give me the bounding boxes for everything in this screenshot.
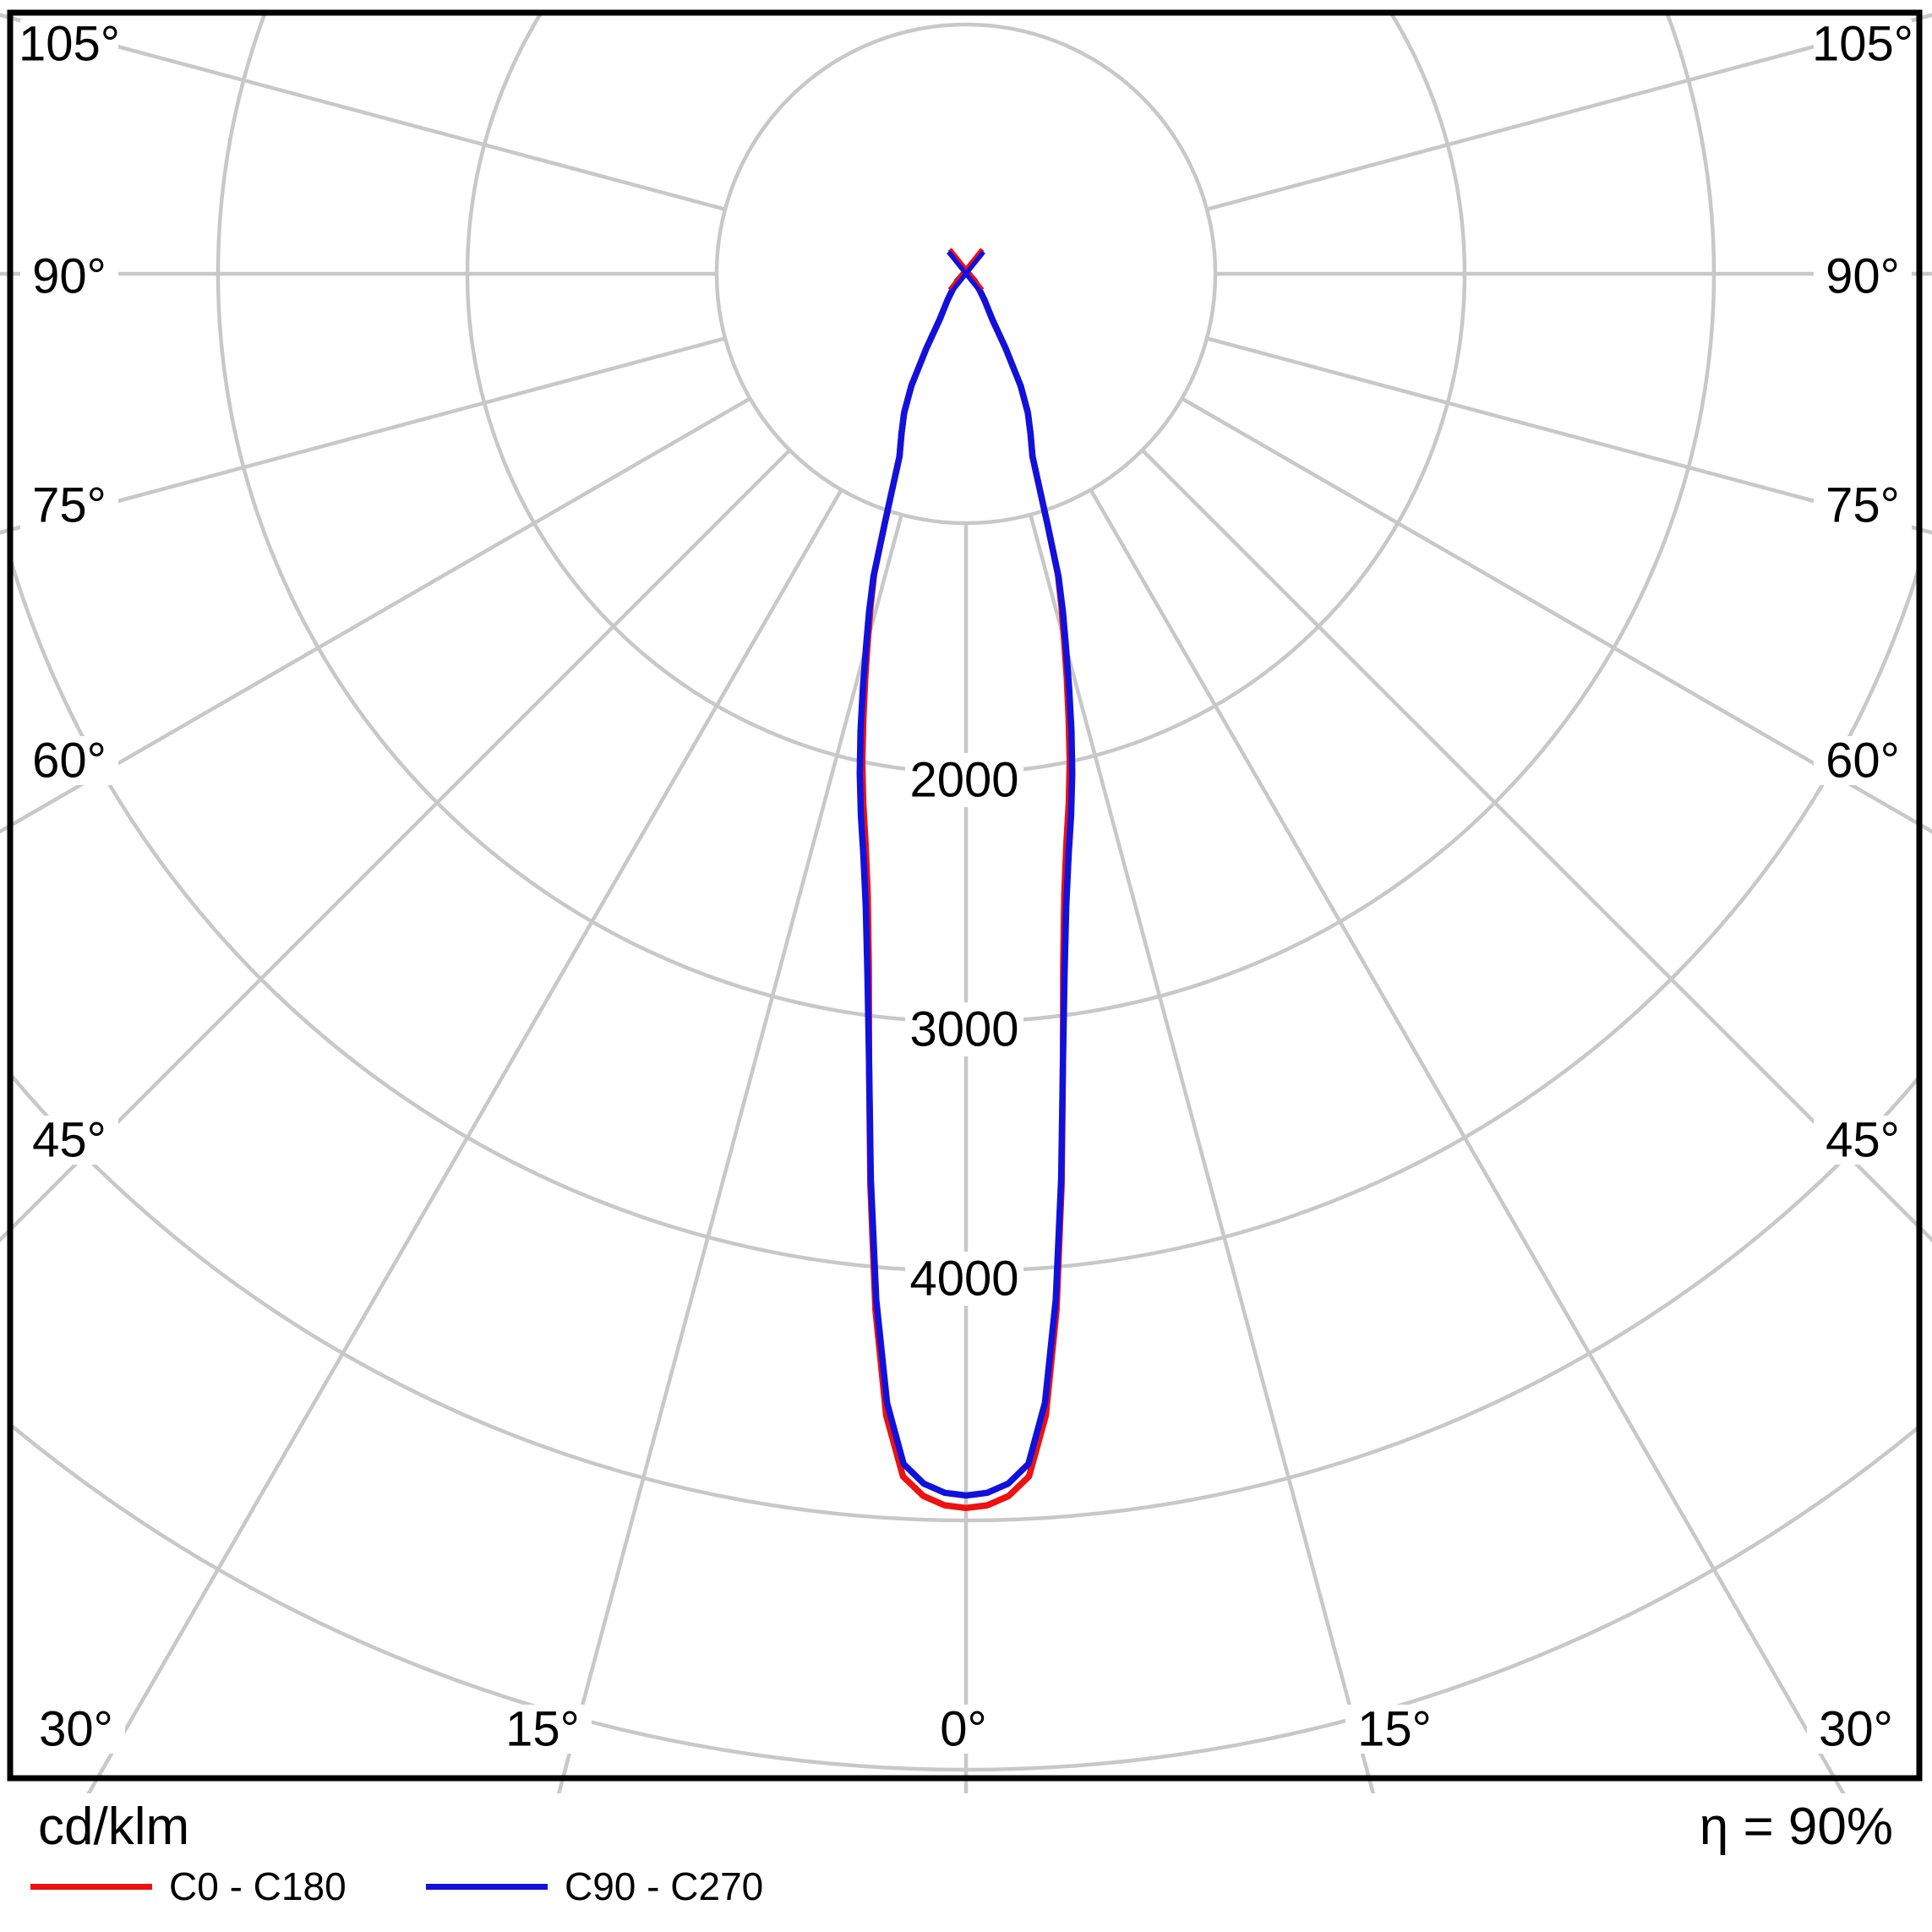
grid-ray-60-left: [0, 396, 751, 834]
grid-ray-75-right: [1206, 336, 1932, 535]
grid-ray-60-right: [1181, 396, 1932, 834]
angle-label-bottom-3-mask: [1345, 1705, 1444, 1754]
angle-label-right-90°-mask: [1814, 252, 1912, 301]
angle-label-left-60°-mask: [20, 736, 118, 785]
grid-ray-30-left: [86, 488, 843, 1793]
grid-ray-105-right: [1206, 13, 1932, 211]
ring-label-3000: 3000: [909, 1002, 1018, 1057]
ring-label-mask: [905, 1002, 1023, 1056]
angle-label-right-60°: 60°: [1826, 734, 1900, 789]
ring-label-2000: 2000: [909, 753, 1018, 808]
legend-swatch-red-line: [30, 1883, 152, 1890]
grid-ray-15-right: [1029, 514, 1376, 1793]
angle-label-left-75°: 75°: [32, 478, 106, 533]
angle-label-left-45°: 45°: [32, 1113, 106, 1168]
legend-item-c0-c180: C0 - C180: [30, 1864, 347, 1908]
angle-label-right-45°-mask: [1814, 1116, 1912, 1165]
origin-x-marker-blue: [947, 250, 985, 297]
angle-label-bottom-4-mask: [1807, 1705, 1905, 1754]
angle-label-right-105°: 105°: [1812, 17, 1913, 72]
legend-item-c90-c270: C90 - C270: [426, 1864, 763, 1908]
angle-label-left-90°: 90°: [32, 249, 106, 304]
curve-c90-c270: [856, 270, 1076, 1499]
plot-frame: [7, 9, 1923, 1782]
angle-label-bottom-4: 30°: [1819, 1702, 1893, 1757]
origin-x-marker-red: [947, 248, 985, 292]
angle-label-bottom-2-mask: [914, 1705, 1012, 1754]
angle-label-bottom-3: 15°: [1357, 1702, 1432, 1757]
angle-label-bottom-0-mask: [27, 1705, 125, 1754]
ring-label-mask: [905, 753, 1023, 807]
angle-label-left-60°: 60°: [32, 734, 106, 789]
legend-label: C0 - C180: [169, 1864, 347, 1908]
angle-label-right-45°: 45°: [1826, 1113, 1900, 1168]
angle-label-left-105°-mask: [20, 19, 118, 68]
angle-label-right-105°-mask: [1814, 19, 1912, 68]
angle-label-right-60°-mask: [1814, 736, 1912, 785]
angle-label-left-45°-mask: [20, 1116, 118, 1165]
angle-label-right-90°: 90°: [1826, 249, 1900, 304]
ring-label-mask: [905, 1252, 1023, 1306]
grid-ray-30-right: [1089, 488, 1846, 1793]
grid-ray-15-left: [556, 514, 903, 1793]
angle-label-right-75°-mask: [1814, 481, 1912, 530]
angle-label-bottom-2: 0°: [940, 1702, 986, 1757]
grid-ray-105-left: [0, 13, 726, 211]
efficiency-label: η = 90%: [1699, 1798, 1893, 1856]
angle-label-right-75°: 75°: [1826, 478, 1900, 533]
angle-label-bottom-0: 30°: [39, 1702, 113, 1757]
legend-label: C90 - C270: [565, 1864, 764, 1908]
angle-label-left-90°-mask: [20, 252, 118, 301]
angle-label-left-105°: 105°: [19, 17, 120, 72]
angle-label-bottom-1: 15°: [505, 1702, 580, 1757]
angle-label-bottom-1-mask: [494, 1705, 592, 1754]
legend-swatch-blue-line: [426, 1883, 548, 1890]
grid-ray-75-left: [0, 336, 726, 535]
angle-label-left-75°-mask: [20, 481, 118, 530]
ring-label-4000: 4000: [909, 1252, 1018, 1307]
units-label: cd/klm: [38, 1798, 190, 1856]
